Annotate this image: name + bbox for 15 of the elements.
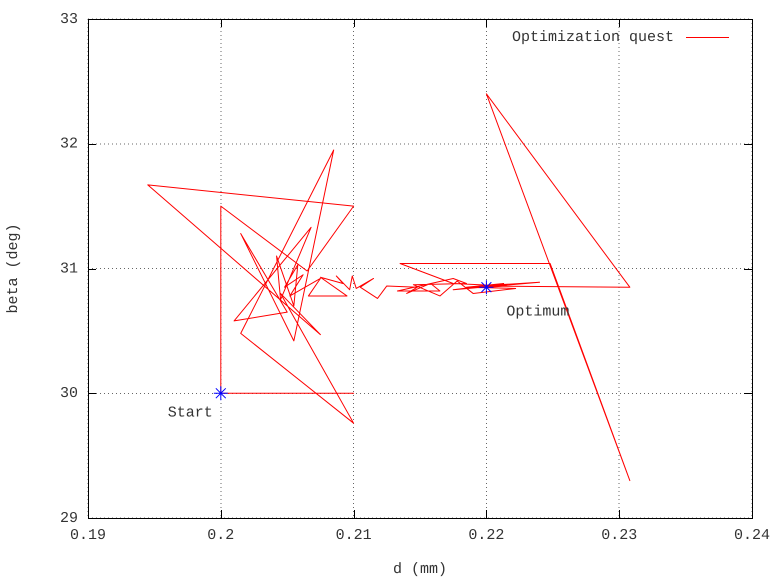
y-tick-label: 31: [60, 260, 78, 278]
x-tick-label: 0.19: [70, 526, 106, 544]
x-tick-label: 0.23: [601, 526, 638, 544]
x-tick-label: 0.2: [207, 526, 234, 544]
annotation: Start: [168, 404, 213, 422]
y-tick-label: 33: [60, 10, 78, 28]
x-axis-title: d (mm): [392, 560, 448, 578]
y-tick-label: 32: [60, 136, 78, 153]
x-tick-label: 0.21: [336, 526, 372, 544]
x-tick-label: 0.22: [468, 526, 504, 544]
y-tick-label: 29: [60, 510, 78, 527]
legend-label: Optimization quest: [512, 28, 674, 46]
x-tick-label: 0.24: [734, 526, 770, 544]
y-axis-title: beta (deg): [4, 223, 22, 314]
y-tick-label: 30: [60, 385, 78, 402]
